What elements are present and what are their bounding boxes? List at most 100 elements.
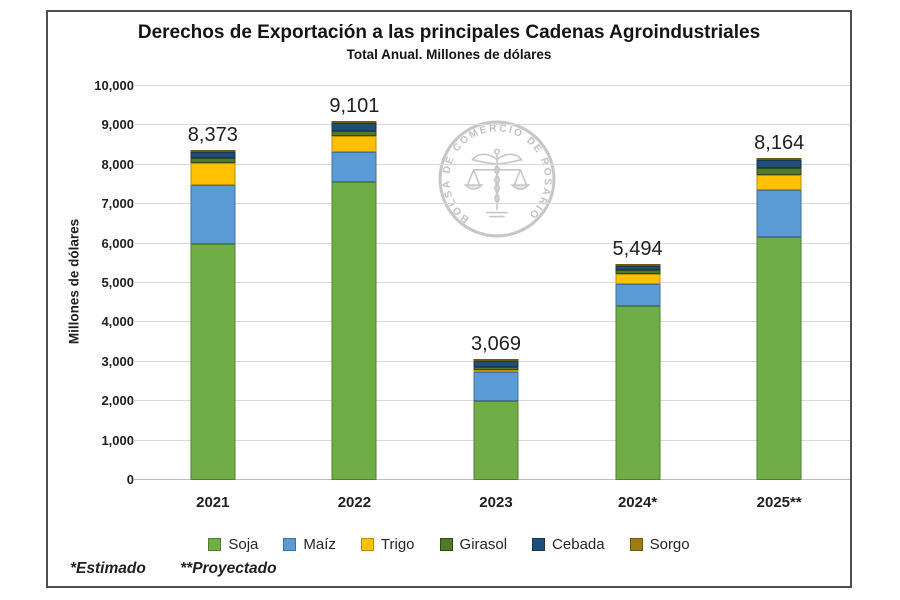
gridline bbox=[133, 242, 850, 244]
bar-segment-cebada bbox=[473, 361, 519, 368]
bar-segment-sorgo bbox=[615, 263, 661, 266]
bar-segment-girasol bbox=[615, 270, 661, 274]
y-tick-label: 0 bbox=[126, 472, 134, 487]
legend-swatch-cebada bbox=[532, 538, 546, 551]
plot-area: BOLSA DE COMERCIO DE ROSARIO 8,373 9,101 3… bbox=[133, 85, 850, 481]
bar-segment-maíz bbox=[615, 283, 661, 306]
legend-label: Trigo bbox=[380, 536, 415, 553]
y-tick-label: 1,000 bbox=[101, 432, 134, 448]
y-tick-label: 5,000 bbox=[101, 275, 134, 290]
chart-title: Derechos de Exportación a las principale… bbox=[137, 22, 761, 43]
y-tick-label: 10,000 bbox=[94, 78, 134, 93]
bar-segment-cebada bbox=[756, 160, 802, 169]
legend-item-girasol: Girasol bbox=[439, 536, 508, 553]
caduceus-and-scales-icon bbox=[463, 148, 531, 218]
bar-segment-trigo bbox=[615, 273, 661, 284]
legend-swatch-maíz bbox=[283, 538, 297, 551]
legend-label: Sorgo bbox=[649, 536, 690, 553]
bar-segment-maíz bbox=[190, 184, 236, 245]
bar-total-label: 9,101 bbox=[329, 95, 380, 118]
x-axis-label-2024: 2024* bbox=[617, 494, 658, 511]
bar-segment-trigo bbox=[331, 135, 377, 153]
bar-total-label: 5,494 bbox=[612, 237, 663, 260]
legend-swatch-soja bbox=[208, 538, 222, 551]
y-tick-label: 2,000 bbox=[101, 393, 134, 409]
gridline bbox=[133, 203, 850, 205]
gridline bbox=[133, 85, 850, 86]
bars-row: 8,373 9,101 3,069 5,494 8,164 bbox=[142, 86, 850, 481]
legend-swatch-girasol bbox=[439, 538, 453, 551]
bar-segment-sorgo bbox=[473, 359, 519, 362]
stacked-bar-2023 bbox=[473, 359, 519, 480]
y-tick-label: 9,000 bbox=[101, 117, 134, 133]
bolsa-comercio-rosario-logo: BOLSA DE COMERCIO DE ROSARIO bbox=[438, 120, 556, 238]
legend-item-cebada: Cebada bbox=[532, 536, 605, 553]
bar-segment-girasol bbox=[190, 157, 236, 163]
x-axis-label-2022: 2022 bbox=[337, 494, 372, 511]
gridline bbox=[133, 163, 850, 165]
bar-segment-soja bbox=[190, 244, 236, 481]
bar-segment-soja bbox=[331, 182, 377, 480]
bar-segment-soja bbox=[756, 236, 802, 480]
bar-segment-cebada bbox=[331, 123, 377, 132]
bar-segment-maíz bbox=[331, 152, 377, 183]
bar-segment-trigo bbox=[473, 370, 519, 373]
x-axis-label-2023: 2023 bbox=[479, 494, 513, 511]
bar-segment-soja bbox=[615, 305, 661, 480]
stacked-bar-2021 bbox=[190, 150, 236, 481]
legend-item-soja: Soja bbox=[208, 536, 258, 553]
gridline bbox=[133, 321, 850, 323]
bar-slot: 8,373 bbox=[142, 86, 284, 481]
legend-label: Soja bbox=[228, 536, 259, 553]
bar-total-label: 8,373 bbox=[187, 124, 238, 147]
stacked-bar-2022 bbox=[331, 121, 377, 480]
bar-segment-sorgo bbox=[190, 150, 236, 153]
x-axis-label-2025: 2025** bbox=[756, 494, 802, 511]
bar-segment-girasol bbox=[473, 367, 519, 371]
footnote-proyectado: **Proyectado bbox=[180, 560, 277, 577]
y-axis-tick-labels: 0 1,000 2,000 3,000 4,000 5,000 6,000 7,000 8,00… bbox=[48, 78, 134, 487]
x-axis-label-2021: 2021 bbox=[196, 494, 230, 511]
x-axis-labels: 2021 2022 2023 2024* 2025** bbox=[142, 494, 850, 511]
legend-item-trigo: Trigo bbox=[360, 536, 415, 553]
bar-segment-soja bbox=[473, 400, 519, 480]
bar-segment-maíz bbox=[473, 372, 519, 401]
legend-item-maíz: Maíz bbox=[283, 536, 336, 553]
bar-segment-girasol bbox=[756, 168, 802, 175]
chart-container: Derechos de Exportación a las principale… bbox=[46, 10, 852, 588]
y-tick-label: 3,000 bbox=[101, 353, 134, 369]
logo-outer-ring bbox=[438, 120, 556, 238]
stacked-bar-2025 bbox=[756, 158, 802, 480]
bar-slot: 9,101 bbox=[284, 86, 426, 480]
bar-segment-maíz bbox=[756, 189, 802, 237]
footnote: *Estimado **Proyectado bbox=[70, 560, 277, 578]
legend-item-sorgo: Sorgo bbox=[629, 536, 690, 553]
y-tick-label: 6,000 bbox=[101, 235, 134, 251]
bar-segment-trigo bbox=[190, 162, 236, 185]
footnote-estimado: *Estimado bbox=[70, 560, 146, 577]
bar-total-label: 8,164 bbox=[754, 132, 805, 155]
bar-segment-trigo bbox=[756, 174, 802, 190]
gridline bbox=[133, 124, 850, 126]
legend: Soja Maíz Trigo Girasol Cebada Sorgo bbox=[48, 536, 850, 553]
y-tick-label: 8,000 bbox=[101, 156, 134, 172]
legend-label: Girasol bbox=[459, 536, 508, 553]
bar-slot: 5,494 bbox=[567, 86, 709, 480]
bar-segment-cebada bbox=[190, 152, 236, 158]
chart-subtitle: Total Anual. Millones de dólares bbox=[346, 47, 552, 62]
legend-label: Maíz bbox=[303, 536, 336, 553]
bar-segment-sorgo bbox=[331, 121, 377, 124]
stacked-bar-2024 bbox=[615, 263, 661, 480]
bar-total-label: 3,069 bbox=[470, 333, 522, 356]
legend-swatch-sorgo bbox=[629, 538, 643, 551]
y-tick-label: 7,000 bbox=[101, 196, 134, 212]
legend-label: Cebada bbox=[552, 536, 605, 553]
bar-segment-cebada bbox=[615, 265, 661, 271]
legend-swatch-trigo bbox=[360, 538, 374, 551]
bar-segment-girasol bbox=[331, 131, 377, 136]
bar-slot: 8,164 bbox=[708, 86, 850, 480]
y-tick-label: 4,000 bbox=[101, 314, 134, 330]
gridline bbox=[133, 282, 850, 283]
bar-slot: 3,069 bbox=[425, 86, 567, 480]
bar-segment-sorgo bbox=[756, 158, 802, 161]
